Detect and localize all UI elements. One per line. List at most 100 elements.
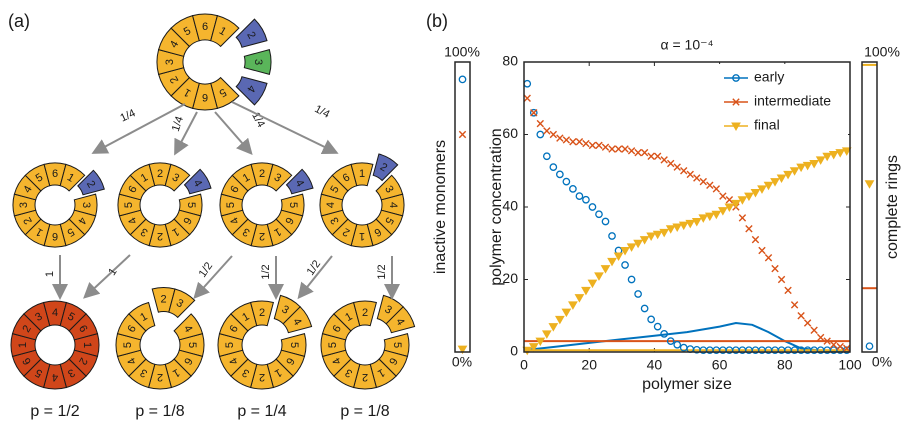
ring-piece [210, 14, 240, 48]
loose-piece: 34 [273, 294, 313, 334]
piece-label: 2 [259, 168, 265, 180]
ring-piece [183, 168, 212, 195]
piece-label: 1 [170, 225, 181, 238]
marker [796, 163, 806, 173]
marker [562, 136, 571, 144]
legend-marker [732, 98, 740, 106]
arrow-label: 1/2 [376, 264, 388, 279]
marker [595, 210, 603, 219]
marker [698, 214, 709, 223]
marker [724, 203, 735, 213]
x-axis-label: polymer size [642, 376, 732, 393]
ring-piece [249, 300, 275, 327]
piece-label: 1 [375, 366, 386, 379]
marker [745, 225, 753, 233]
ring-piece [235, 76, 268, 106]
piece-label: 3 [240, 366, 251, 379]
piece-label: 4 [244, 83, 257, 94]
marker [601, 143, 610, 151]
piece-label: 4 [181, 323, 194, 334]
y-tick-label: 60 [502, 125, 518, 141]
marker [809, 160, 820, 169]
marker [816, 333, 825, 342]
marker [601, 217, 610, 226]
piece-label: 2 [157, 168, 163, 180]
marker [594, 272, 604, 281]
legend-marker [732, 74, 740, 82]
marker [548, 323, 559, 332]
piece-label: 6 [202, 21, 208, 33]
marker [587, 279, 598, 289]
marker [699, 177, 707, 186]
marker [588, 203, 597, 211]
piece-label: 5 [327, 342, 339, 348]
arrow [91, 103, 186, 154]
piece-label: 6 [330, 323, 343, 334]
piece-label: 3 [241, 225, 252, 238]
marker [660, 156, 668, 164]
marker [621, 261, 629, 269]
marker [680, 167, 688, 175]
marker [797, 312, 805, 320]
piece-label: 2 [76, 355, 89, 366]
marker [574, 294, 585, 303]
marker [784, 286, 792, 295]
marker [864, 180, 875, 189]
piece-label: 3 [33, 310, 44, 323]
probability-label: p = 1/2 [30, 403, 79, 420]
piece-label: 2 [259, 230, 265, 242]
marker [535, 337, 546, 347]
marker [554, 315, 565, 325]
marker [678, 221, 689, 231]
legend-label: early [754, 69, 784, 85]
x-tick-label: 100 [838, 357, 862, 373]
arrow-label: 1/4 [312, 103, 331, 121]
marker [556, 134, 564, 142]
panel-label: (a) [8, 11, 30, 31]
piece-label: 5 [34, 171, 45, 184]
marker [652, 230, 663, 240]
ring-piece [168, 288, 196, 319]
marker [750, 189, 761, 198]
marker [823, 337, 831, 345]
piece-label: 2 [84, 179, 97, 190]
marker [802, 161, 813, 171]
marker [640, 304, 649, 313]
piece-label: 6 [76, 323, 89, 334]
ring-piece [285, 168, 314, 195]
marker [543, 127, 551, 135]
piece-label: 5 [288, 342, 300, 348]
marker [803, 319, 812, 327]
curve [523, 321, 851, 352]
marker [731, 199, 741, 209]
marker [685, 219, 696, 229]
marker [777, 275, 786, 284]
axes-box [861, 61, 878, 353]
ring-piece [266, 163, 293, 192]
panel-label: (b) [426, 11, 448, 31]
marker [541, 330, 552, 339]
loose-piece: 2 [77, 169, 105, 196]
piece-label: 4 [227, 355, 240, 366]
piece-label: 2 [378, 161, 389, 174]
marker [458, 130, 467, 139]
marker [790, 301, 799, 309]
marker [836, 342, 844, 351]
marker [536, 130, 545, 139]
marker [608, 232, 616, 240]
piece-label: 4 [21, 184, 34, 195]
piece-label: 6 [202, 91, 208, 103]
ring-piece [164, 163, 191, 192]
chart-title: α = 10⁻⁴ [660, 37, 713, 53]
marker [667, 159, 675, 168]
piece-label: 4 [168, 39, 181, 50]
marker [738, 214, 747, 222]
piece-label: 4 [393, 316, 406, 327]
arrow-label: 1/2 [260, 264, 272, 279]
y-tick-label: 0% [872, 354, 892, 370]
